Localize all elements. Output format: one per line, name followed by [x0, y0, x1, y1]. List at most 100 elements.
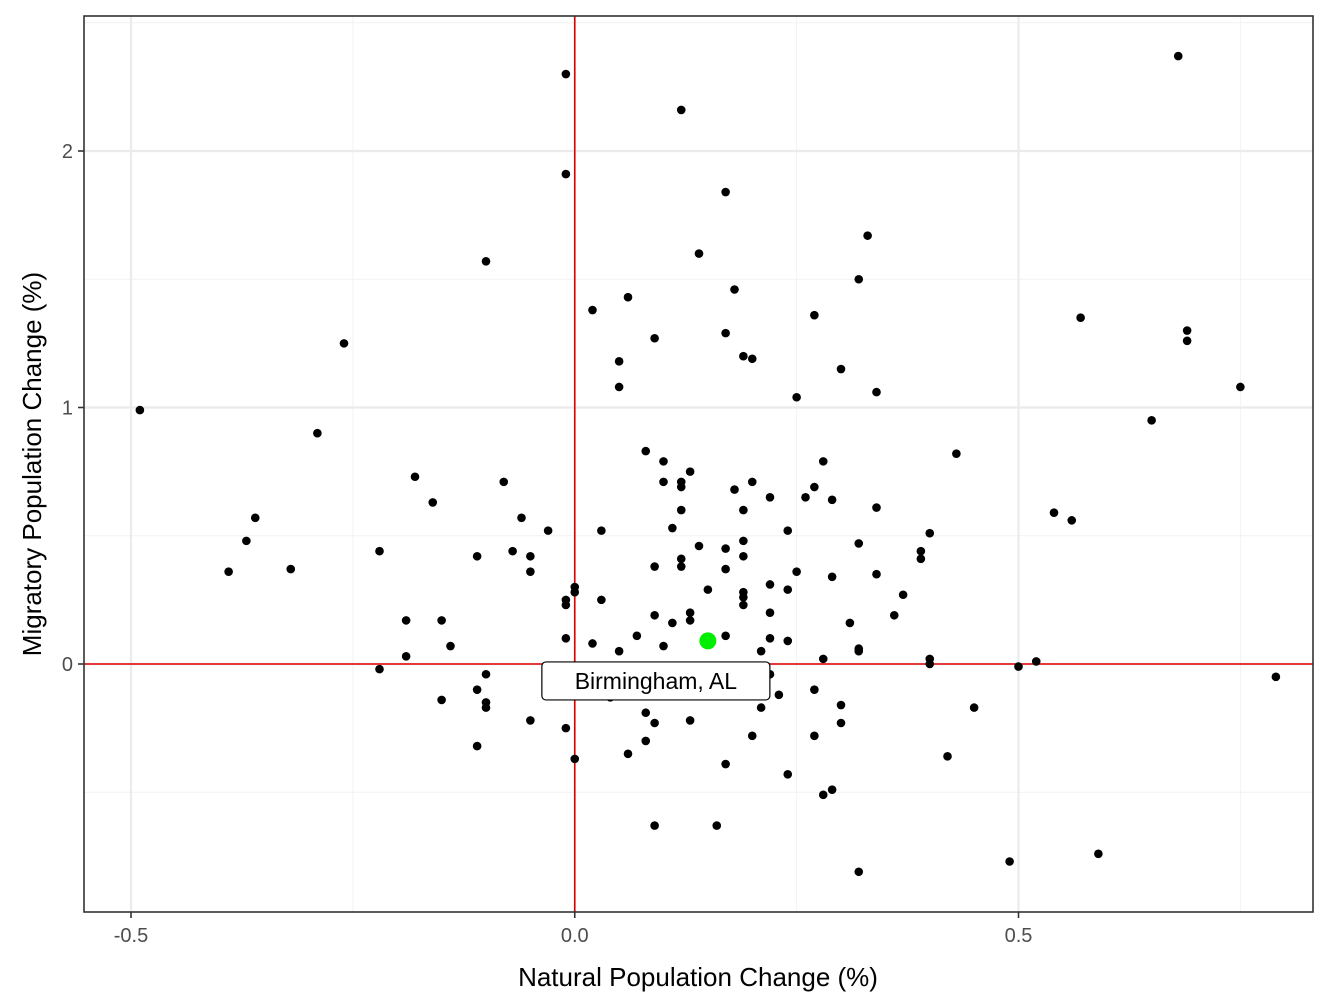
data-point: [676, 562, 686, 571]
data-point: [313, 428, 322, 438]
data-point: [437, 616, 446, 625]
data-point: [969, 703, 979, 712]
plot-border: [83, 15, 1314, 913]
data-point: [721, 544, 730, 553]
highlight-point: [699, 632, 717, 650]
axes: -0.5 0.0 0.5 0 1 2: [62, 141, 1033, 947]
x-axis-title: Natural Population Change (%): [518, 962, 878, 992]
data-point: [561, 69, 571, 79]
y-tick-label: 2: [62, 141, 73, 163]
highlight-group: Birmingham, AL: [541, 632, 771, 701]
data-point: [641, 708, 651, 718]
data-point: [676, 505, 686, 515]
data-point: [730, 285, 739, 294]
data-point: [756, 646, 766, 656]
data-point: [925, 528, 935, 538]
data-point: [1182, 336, 1192, 346]
data-point: [472, 741, 482, 751]
plot-panel: [84, 16, 1313, 912]
data-point: [872, 569, 881, 579]
data-point: [818, 654, 828, 664]
callout-box: [541, 661, 771, 701]
data-point: [685, 467, 695, 476]
data-point: [375, 546, 384, 556]
data-point: [721, 759, 730, 769]
data-point: [818, 457, 828, 466]
data-point: [623, 749, 633, 759]
data-point: [668, 618, 677, 628]
data-point: [694, 541, 704, 551]
data-point: [730, 485, 739, 494]
data-point: [836, 700, 846, 710]
highlight-callout: Birmingham, AL: [541, 661, 771, 701]
data-point: [446, 641, 455, 651]
data-point: [250, 513, 260, 523]
data-point: [676, 105, 686, 115]
data-point: [561, 600, 571, 610]
y-tick-label: 0: [62, 654, 73, 676]
data-point: [889, 610, 899, 620]
data-point: [952, 449, 961, 458]
data-point: [827, 785, 837, 794]
data-point: [756, 703, 766, 712]
data-point: [659, 477, 668, 487]
data-point: [286, 564, 296, 574]
data-point: [721, 187, 730, 197]
data-point: [792, 567, 801, 576]
data-point: [872, 503, 881, 512]
data-point: [561, 169, 571, 179]
data-point: [561, 723, 571, 733]
data-point: [676, 554, 686, 564]
data-point: [641, 446, 651, 456]
data-point: [588, 639, 597, 648]
data-point: [721, 564, 730, 574]
data-point: [481, 703, 491, 712]
data-point: [685, 716, 695, 725]
data-points: [135, 51, 1281, 877]
data-point: [854, 867, 864, 877]
data-point: [597, 526, 606, 535]
data-point: [854, 646, 864, 656]
data-point: [792, 392, 801, 402]
data-point: [401, 652, 411, 661]
data-point: [632, 631, 642, 641]
data-point: [481, 256, 491, 266]
x-tick-label: 0.0: [561, 925, 589, 947]
data-point: [836, 364, 846, 374]
data-point: [765, 580, 775, 589]
data-point: [1005, 857, 1014, 866]
data-point: [401, 616, 411, 625]
data-point: [570, 587, 580, 597]
data-point: [863, 231, 872, 240]
data-point: [508, 546, 517, 556]
data-point: [739, 536, 748, 546]
data-point: [854, 539, 864, 548]
data-point: [827, 495, 837, 505]
data-point: [588, 305, 597, 315]
data-point: [224, 567, 233, 576]
data-point: [783, 769, 793, 779]
data-point: [739, 551, 748, 561]
data-point: [1094, 849, 1103, 859]
data-point: [1173, 51, 1183, 61]
data-point: [1031, 657, 1041, 666]
data-point: [854, 274, 864, 284]
data-point: [676, 482, 686, 492]
data-point: [721, 631, 730, 641]
data-point: [721, 328, 730, 338]
data-point: [712, 821, 722, 830]
y-tick-label: 1: [62, 398, 73, 420]
data-point: [747, 354, 757, 364]
data-point: [650, 718, 659, 728]
data-point: [614, 357, 624, 366]
data-point: [659, 641, 668, 651]
data-point: [703, 585, 713, 594]
data-point: [668, 523, 677, 533]
data-point: [925, 659, 935, 669]
data-point: [375, 664, 384, 674]
y-axis-title: Migratory Population Change (%): [17, 272, 47, 656]
data-point: [499, 477, 509, 487]
data-point: [810, 482, 819, 492]
data-point: [765, 608, 775, 617]
